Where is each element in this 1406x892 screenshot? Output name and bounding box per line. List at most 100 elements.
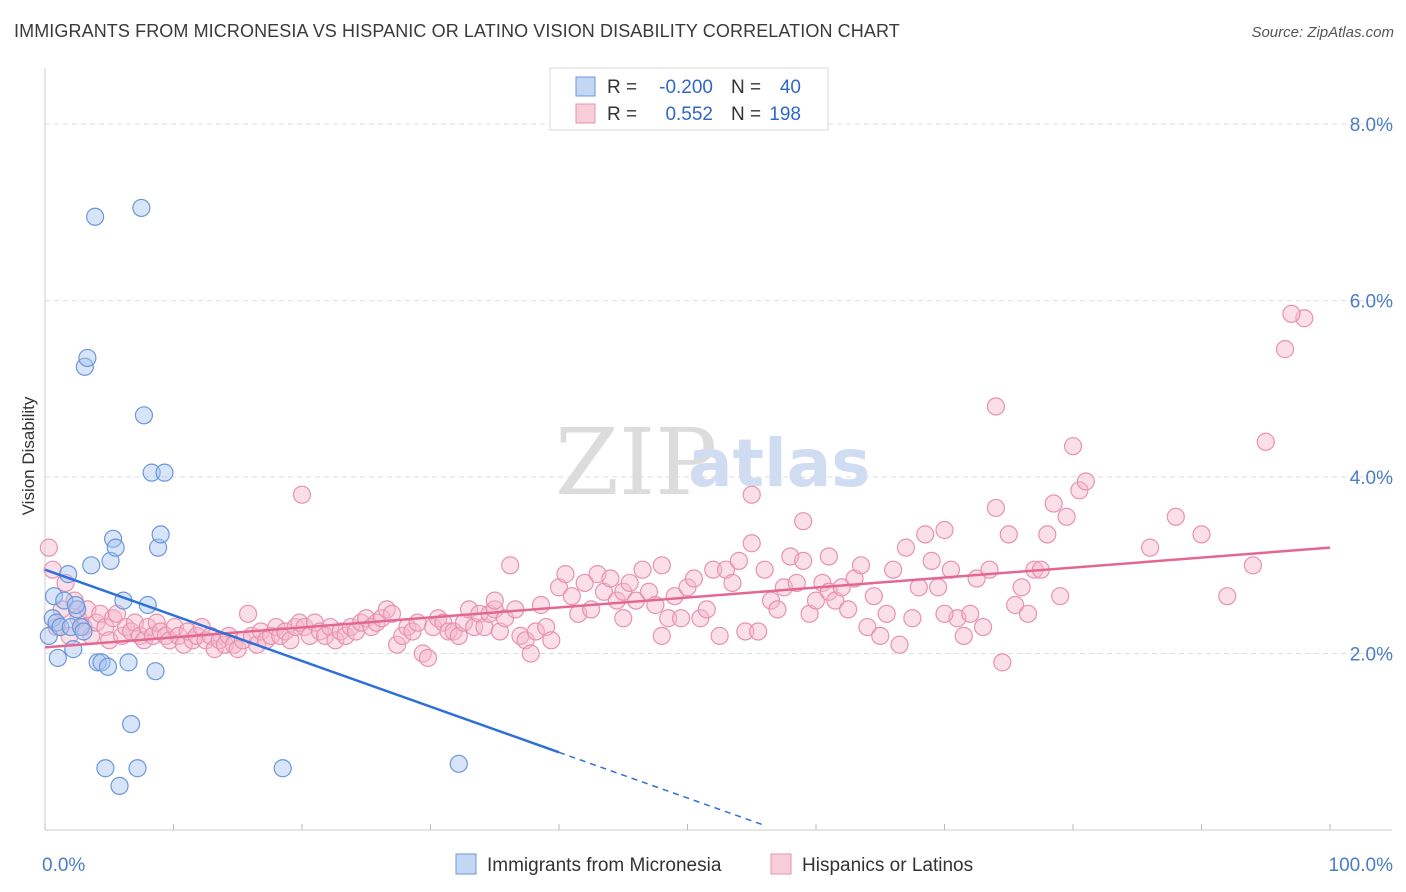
pink-point-160 [896, 538, 916, 557]
pink-point-154 [858, 617, 877, 637]
legend-pink-n-label: N = [731, 104, 761, 125]
pink-point-206 [1243, 556, 1263, 575]
pink-point-135 [736, 622, 755, 641]
pink-point-172 [973, 617, 993, 637]
pink-point-146 [806, 591, 826, 610]
blue-point-27 [128, 759, 147, 778]
pink-point-102 [526, 622, 545, 641]
pink-point-190 [652, 626, 671, 645]
pink-point-188 [1076, 472, 1095, 491]
pink-trend-line [44, 546, 1331, 649]
x-tick-label-0: 0.0% [42, 855, 85, 876]
pink-point-75 [387, 635, 407, 654]
pink-point-157 [877, 604, 896, 623]
pink-point-144 [794, 551, 813, 570]
legend-pink-swatch [575, 103, 596, 124]
blue-point-28 [132, 198, 151, 218]
pink-point-108 [562, 587, 581, 606]
pink-point-97 [501, 556, 520, 575]
pink-point-123 [659, 609, 678, 628]
pink-point-140 [768, 600, 787, 619]
pink-point-184 [1051, 587, 1070, 606]
pink-point-107 [556, 565, 575, 584]
y-tick-label-0: 2.0% [1350, 645, 1393, 666]
blue-point-29 [134, 406, 154, 425]
pink-point-205 [1218, 587, 1237, 606]
pink-point-200 [614, 609, 633, 628]
legend-blue-r-label: R = [607, 77, 637, 98]
legend-blue-swatch [575, 76, 596, 97]
pink-point-125 [671, 609, 691, 628]
pink-point-191 [742, 485, 761, 504]
watermark-atlas: atlas [688, 425, 871, 502]
pink-point-133 [723, 573, 742, 593]
pink-point-183 [1044, 494, 1063, 513]
blue-series-points [39, 198, 468, 795]
blue-point-39 [449, 754, 468, 773]
pink-point-0 [39, 538, 58, 557]
pink-point-189 [819, 547, 838, 566]
pink-point-165 [928, 578, 948, 597]
blue-point-36 [48, 648, 67, 668]
y-tick-label-2: 6.0% [1350, 292, 1393, 313]
pink-point-175 [993, 653, 1012, 672]
blue-point-22 [106, 538, 125, 557]
pink-point-159 [890, 635, 909, 654]
axes [44, 68, 1392, 831]
pink-point-169 [954, 626, 973, 645]
pink-point-163 [916, 525, 935, 544]
pink-point-178 [1012, 578, 1031, 597]
pink-point-38 [205, 640, 224, 659]
pink-point-161 [903, 609, 922, 628]
pink-point-138 [755, 560, 774, 579]
pink-point-199 [485, 591, 504, 610]
pink-point-124 [665, 587, 684, 606]
blue-point-3 [44, 587, 64, 606]
pink-point-170 [961, 604, 980, 623]
pink-point-105 [542, 631, 561, 650]
pink-point-195 [1282, 304, 1301, 323]
pink-point-177 [1006, 595, 1025, 615]
blue-point-32 [146, 662, 165, 681]
x-tick-label-1: 100.0% [1329, 855, 1394, 876]
blue-point-15 [86, 207, 105, 226]
pink-point-158 [883, 560, 903, 579]
blue-point-18 [96, 759, 115, 778]
legend-pink-n-value: 198 [769, 104, 801, 125]
blue-point-4 [51, 617, 70, 637]
pink-point-65 [336, 626, 355, 645]
pink-point-156 [871, 626, 890, 645]
blue-point-16 [88, 653, 107, 672]
pink-point-76 [393, 626, 412, 645]
bottom-legend-blue-swatch [455, 853, 477, 875]
y-tick-label-1: 4.0% [1350, 468, 1393, 489]
pink-point-198 [292, 485, 312, 504]
pink-point-182 [1038, 525, 1057, 544]
pink-point-192 [794, 512, 813, 531]
pink-point-201 [935, 604, 954, 623]
blue-point-35 [155, 463, 174, 482]
blue-point-38 [273, 759, 292, 778]
pink-point-162 [909, 578, 928, 597]
chart-title: IMMIGRANTS FROM MICRONESIA VS HISPANIC O… [14, 21, 900, 41]
blue-point-23 [110, 776, 129, 795]
pink-point-122 [652, 556, 671, 575]
x-tick-labels: 0.0% 100.0% [42, 855, 1393, 876]
pink-point-179 [1018, 604, 1038, 623]
legend-pink-r-label: R = [607, 104, 637, 125]
pink-point-79 [408, 613, 427, 632]
pink-point-202 [1140, 538, 1160, 557]
pink-point-164 [922, 551, 941, 570]
pink-point-143 [787, 573, 806, 593]
pink-point-197 [1256, 432, 1275, 451]
pink-point-117 [620, 573, 639, 593]
blue-point-26 [121, 715, 141, 734]
blue-point-33 [148, 538, 168, 557]
blue-point-34 [151, 525, 170, 544]
pink-point-174 [986, 498, 1006, 518]
blue-point-37 [66, 595, 85, 615]
pink-point-43 [228, 640, 247, 659]
blue-point-19 [98, 657, 118, 676]
pink-point-130 [704, 560, 723, 579]
pink-point-25 [147, 613, 166, 632]
